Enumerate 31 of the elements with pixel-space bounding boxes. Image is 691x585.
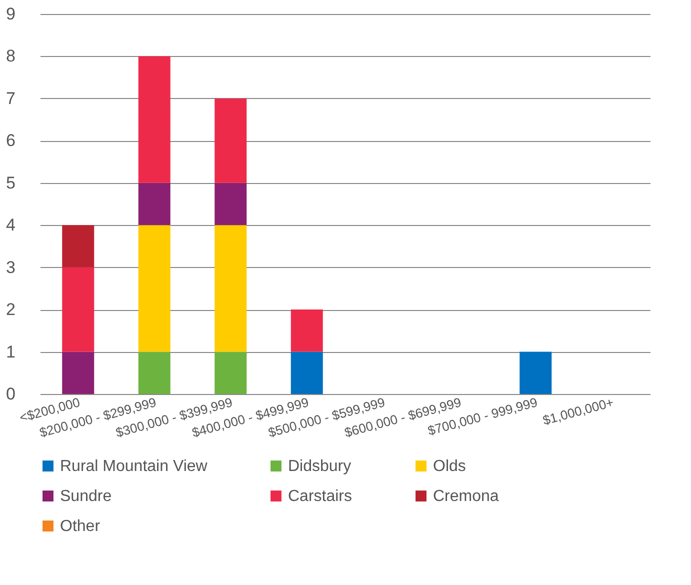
y-tick-label: 8 xyxy=(6,46,16,66)
y-tick-label: 1 xyxy=(6,342,16,362)
y-tick-label: 4 xyxy=(6,216,16,235)
bar xyxy=(290,310,323,352)
y-tick-label: 3 xyxy=(6,258,16,277)
bar xyxy=(214,352,247,394)
legend-label: Rural Mountain View xyxy=(60,458,208,475)
legend-label: Didsbury xyxy=(288,458,352,475)
bar xyxy=(214,98,247,183)
legend-label: Olds xyxy=(433,458,466,475)
legend-label: Carstairs xyxy=(288,488,352,505)
y-tick-label: 5 xyxy=(6,173,16,192)
legend-label: Sundre xyxy=(60,488,112,505)
bar xyxy=(138,225,170,352)
y-tick-label: 6 xyxy=(6,131,16,150)
bar xyxy=(138,182,170,226)
y-tick-label: 0 xyxy=(6,384,16,404)
bar xyxy=(62,267,94,352)
legend-label: Cremona xyxy=(433,488,499,505)
bar xyxy=(290,352,323,394)
bar xyxy=(62,352,94,394)
bar xyxy=(520,352,552,394)
y-tick-label: 2 xyxy=(6,300,16,320)
bar xyxy=(214,182,247,226)
y-tick-label: 7 xyxy=(6,88,16,108)
bar xyxy=(138,352,170,394)
legend-label: Other xyxy=(60,518,101,535)
bar xyxy=(138,56,170,183)
bar xyxy=(214,225,247,352)
bar xyxy=(62,225,94,268)
y-tick-label: 9 xyxy=(6,4,16,24)
